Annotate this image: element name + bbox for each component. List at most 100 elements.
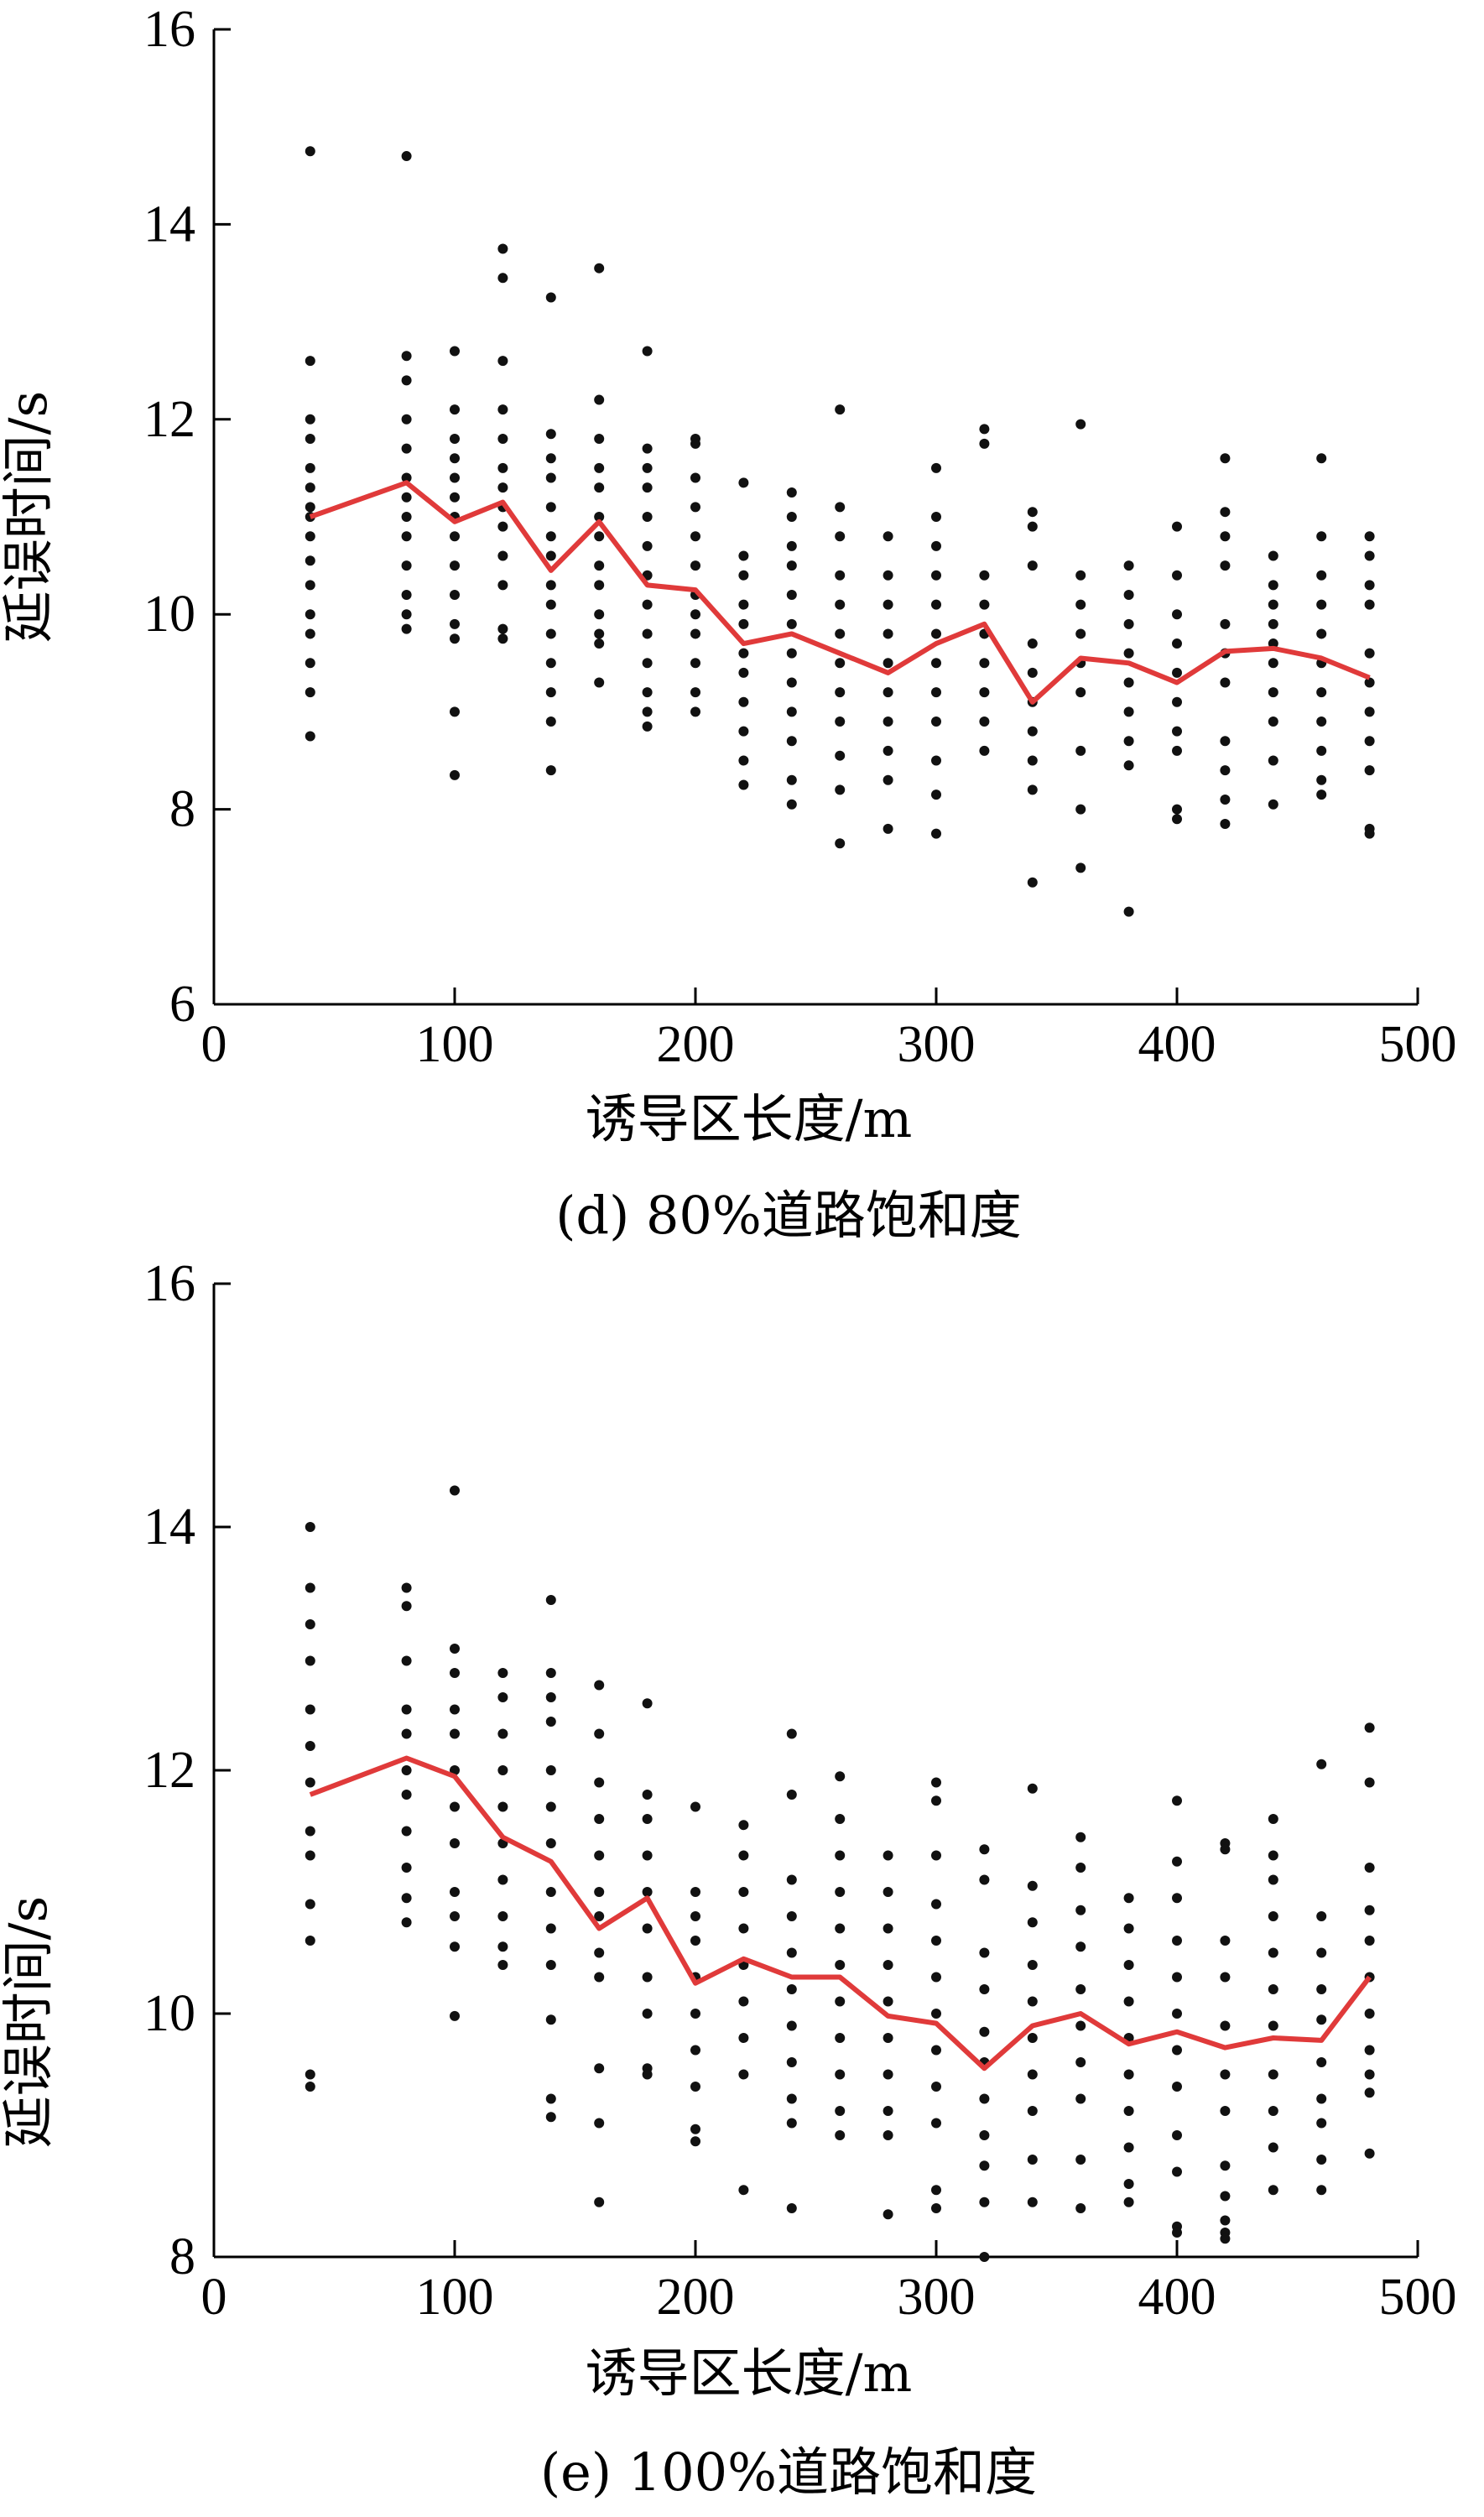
- scatter-point: [1172, 814, 1182, 825]
- scatter-point: [1123, 1893, 1134, 1904]
- scatter-point: [1123, 589, 1134, 600]
- scatter-point: [1220, 2160, 1231, 2171]
- scatter-point: [1268, 2142, 1278, 2153]
- scatter-point: [931, 2118, 941, 2129]
- scatter-point: [1268, 1984, 1278, 1994]
- scatter-point: [401, 443, 412, 454]
- scatter-point: [594, 434, 605, 445]
- scatter-point: [1220, 453, 1231, 464]
- scatter-point: [594, 580, 605, 591]
- x-tick-label: 300: [898, 1016, 976, 1073]
- scatter-point: [1027, 1917, 1038, 1928]
- scatter-point: [738, 1887, 749, 1897]
- scatter-point: [545, 1923, 556, 1934]
- scatter-point: [1220, 2069, 1231, 2080]
- scatter-point: [979, 1947, 990, 1958]
- scatter-point: [594, 462, 605, 473]
- scatter-point: [1268, 1947, 1278, 1958]
- scatter-point: [835, 2106, 846, 2116]
- scatter-point: [786, 648, 797, 659]
- scatter-point: [1220, 531, 1231, 542]
- scatter-point: [594, 1777, 605, 1788]
- scatter-point: [1075, 687, 1086, 698]
- scatter-point: [545, 628, 556, 639]
- scatter-point: [450, 1668, 460, 1678]
- scatter-point: [305, 414, 315, 425]
- scatter-point: [1364, 1777, 1375, 1788]
- mean-delay-line: [309, 480, 1371, 705]
- scatter-point: [1364, 2009, 1375, 2019]
- scatter-point: [690, 1887, 700, 1897]
- scatter-point: [931, 512, 941, 522]
- scatter-point: [738, 599, 749, 610]
- scatter-point: [883, 599, 893, 610]
- scatter-point: [738, 667, 749, 678]
- scatter-point: [786, 1874, 797, 1885]
- scatter-point: [497, 482, 508, 493]
- scatter-point: [1268, 2020, 1278, 2031]
- scatter-point: [1027, 784, 1038, 795]
- scatter-point: [594, 1972, 605, 1983]
- scatter-point: [1364, 599, 1375, 610]
- scatter-point: [305, 2069, 315, 2080]
- scatter-point: [738, 550, 749, 561]
- scatter-point: [401, 531, 412, 542]
- scatter-point: [642, 599, 653, 610]
- scatter-point: [738, 1850, 749, 1861]
- scatter-point: [450, 1644, 460, 1654]
- scatter-point: [642, 2069, 653, 2080]
- scatter-point: [401, 414, 412, 425]
- scatter-point: [401, 472, 412, 483]
- scatter-point: [642, 1790, 653, 1800]
- scatter-point: [642, 1887, 653, 1897]
- scatter-point: [786, 1947, 797, 1958]
- scatter-point: [786, 799, 797, 810]
- scatter-point: [1027, 638, 1038, 649]
- scatter-point: [1123, 1996, 1134, 2007]
- scatter-point: [1172, 2045, 1182, 2056]
- scatter-point: [1027, 877, 1038, 888]
- scatter-point: [979, 2197, 990, 2207]
- scatter-point: [545, 2112, 556, 2123]
- scatter-point: [642, 1814, 653, 1824]
- scatter-point: [1316, 1911, 1327, 1921]
- scatter-point: [835, 717, 846, 727]
- scatter-point: [883, 687, 893, 698]
- scatter-point: [305, 356, 315, 367]
- scatter-point: [1027, 2197, 1038, 2207]
- scatter-point: [642, 1923, 653, 1934]
- scatter-point: [979, 2160, 990, 2171]
- scatter-point: [594, 2063, 605, 2074]
- scatter-point: [305, 531, 315, 542]
- scatter-point: [1364, 677, 1375, 688]
- scatter-point: [835, 1814, 846, 1824]
- scatter-point: [594, 560, 605, 571]
- scatter-point: [979, 2026, 990, 2037]
- scatter-point: [401, 1917, 412, 1928]
- scatter-point: [1075, 1863, 1086, 1873]
- scatter-point: [1316, 2014, 1327, 2025]
- scatter-point: [1220, 1936, 1231, 1946]
- scatter-point: [545, 1801, 556, 1812]
- scatter-point: [545, 1960, 556, 1970]
- scatter-point: [979, 717, 990, 727]
- y-tick-label: 8: [169, 781, 195, 838]
- scatter-point: [1268, 580, 1278, 591]
- scatter-point: [1220, 2020, 1231, 2031]
- scatter-point: [305, 434, 315, 445]
- scatter-point: [931, 462, 941, 473]
- scatter-point: [1027, 507, 1038, 518]
- scatter-point: [1316, 717, 1327, 727]
- scatter-point: [1364, 1863, 1375, 1873]
- scatter-point: [883, 2106, 893, 2116]
- scatter-point: [642, 706, 653, 717]
- scatter-point: [545, 472, 556, 483]
- scatter-point: [497, 1801, 508, 1812]
- scatter-point: [738, 477, 749, 488]
- scatter-point: [545, 658, 556, 669]
- scatter-point: [835, 502, 846, 513]
- y-tick-label: 8: [169, 2228, 195, 2285]
- scatter-point: [450, 404, 460, 415]
- scatter-point: [1172, 667, 1182, 678]
- scatter-point: [401, 351, 412, 362]
